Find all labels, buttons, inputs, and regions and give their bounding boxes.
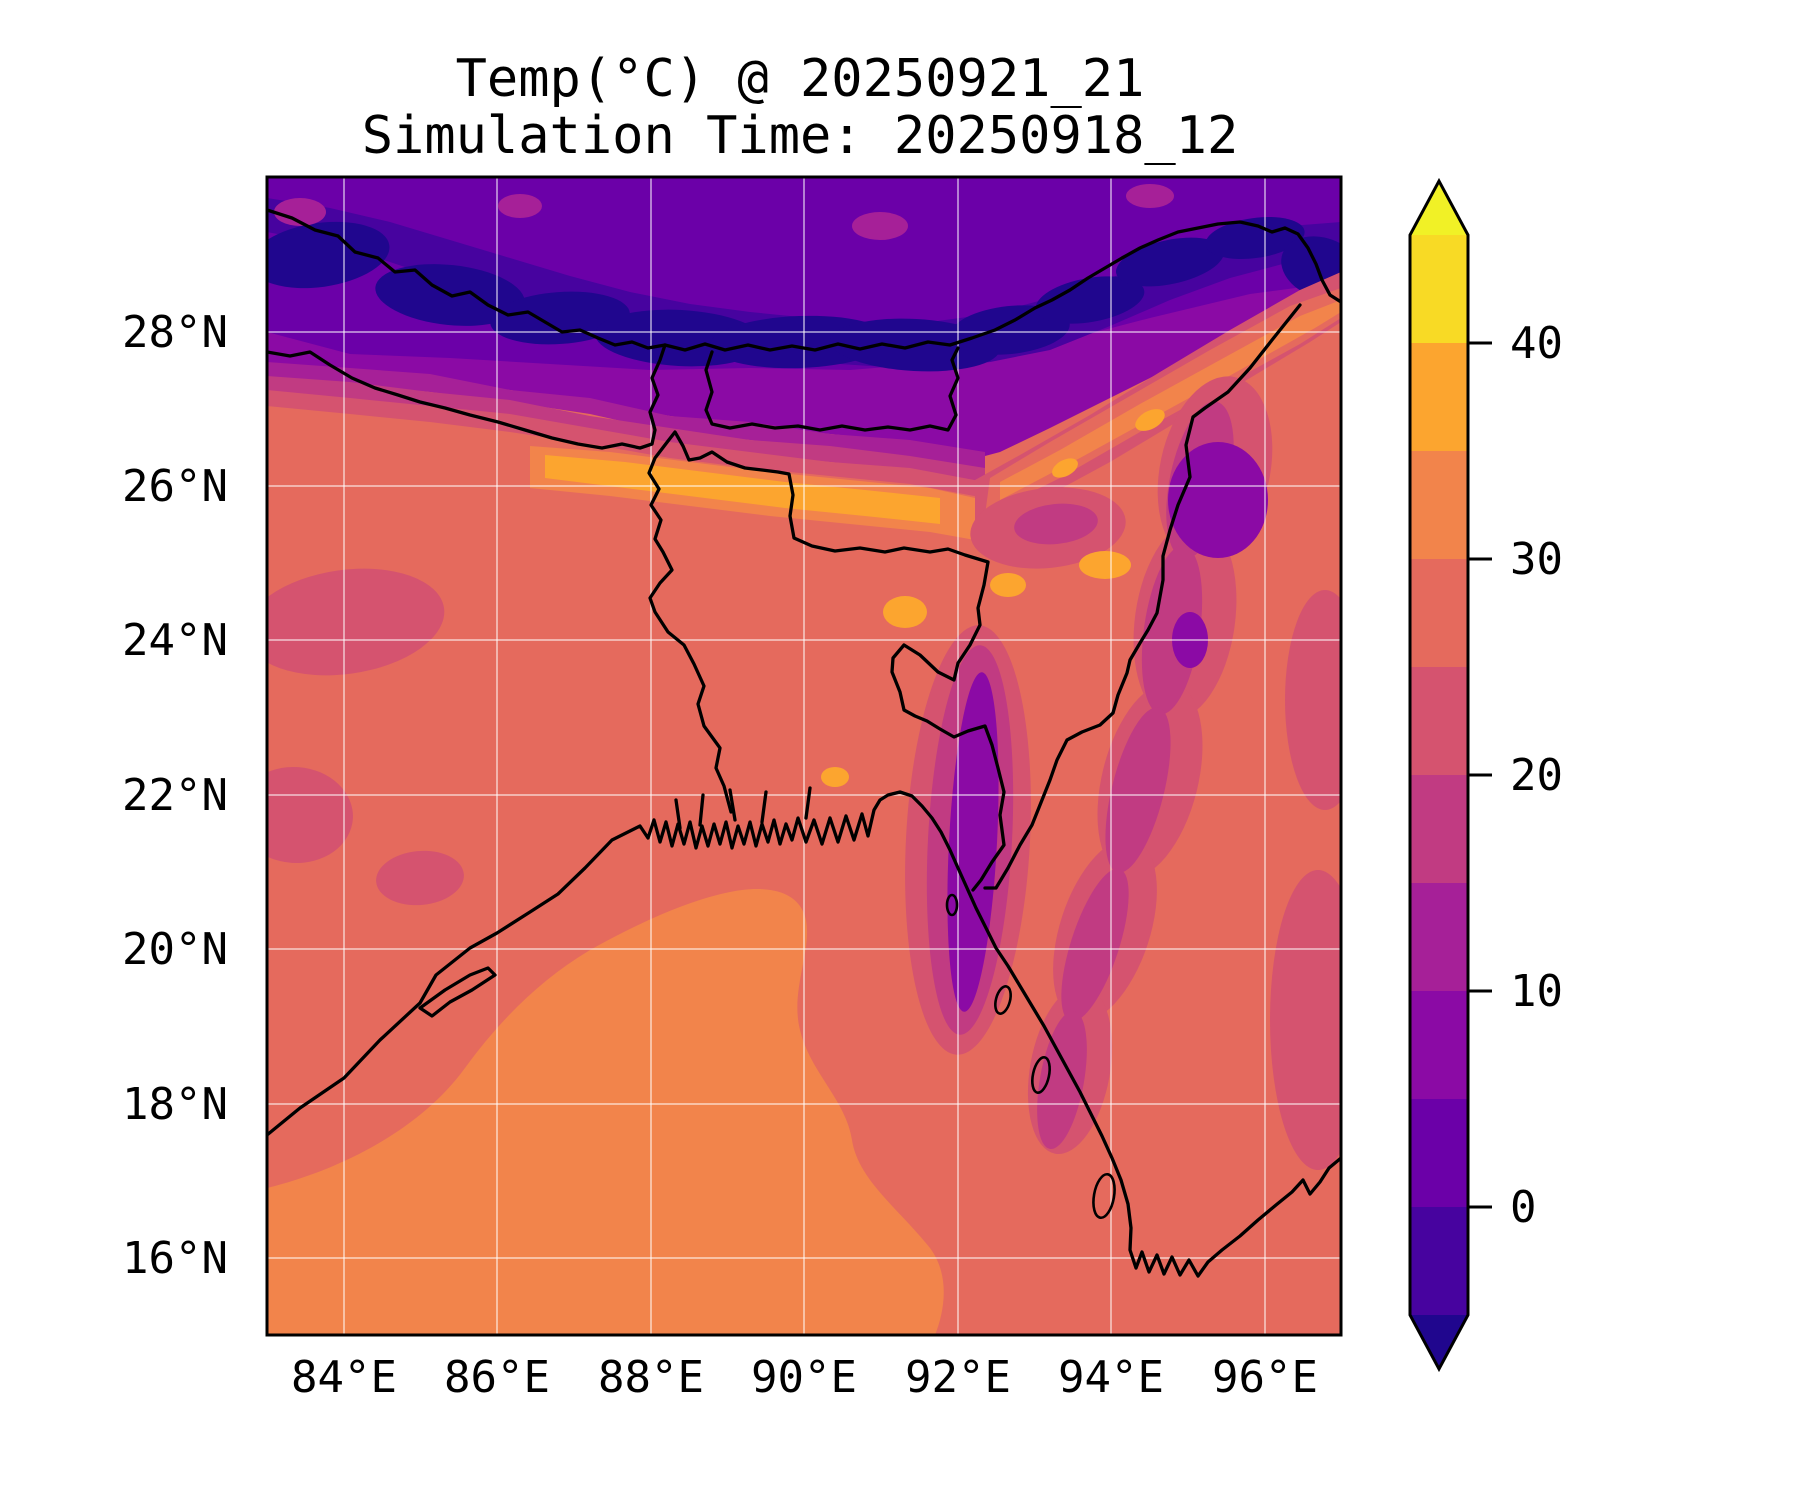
hot-spot-35-40 (821, 767, 849, 787)
bhutan-border-line (704, 346, 960, 432)
valley-hot-spot (1052, 458, 1078, 478)
y-tick-label: 24°N (122, 615, 228, 666)
island-outline (945, 893, 959, 917)
blob-below-m5 (1035, 276, 1145, 324)
delta-river-inlets (674, 786, 812, 830)
temperature-field (267, 177, 1341, 1335)
plateau-warm-spot (1126, 184, 1174, 208)
coastline (267, 790, 1341, 1278)
strip-15-20 (267, 376, 985, 484)
chart-title-line2: Simulation Time: 20250918_12 (362, 106, 1239, 166)
colorbar-segment-5-10 (1410, 991, 1468, 1099)
y-tick-label: 28°N (122, 307, 228, 358)
y-tick-label: 18°N (122, 1079, 228, 1130)
plateau-warm-spot (274, 198, 326, 226)
edge-20-25 (1285, 590, 1341, 810)
colorbar-tick-label: 10 (1510, 966, 1563, 1017)
hills-15-20 (1141, 545, 1203, 715)
colorbar-segment-15-20 (1410, 775, 1468, 883)
colorbar-tick-label: 30 (1510, 534, 1563, 585)
valley-30-35 (1000, 300, 1341, 500)
gridlines (267, 177, 1341, 1335)
colorbar-segment-25-30 (1410, 559, 1468, 667)
colorbar-segment-0-5 (1410, 1099, 1468, 1207)
plains-20-25 (376, 850, 464, 906)
band-m5-0-crest (267, 198, 1341, 368)
colorbar-segment-10-15 (1410, 883, 1468, 991)
sea-30-35 (267, 889, 944, 1335)
colorbar: 40 30 20 10 0 (1408, 177, 1563, 1373)
valley-hot-spot (1135, 409, 1165, 431)
x-tick-label: 86°E (444, 1352, 550, 1403)
plains-20-25 (267, 766, 353, 864)
himalaya-border-line (267, 208, 1341, 352)
y-axis-labels: 28°N 26°N 24°N 22°N 20°N 18°N 16°N (122, 307, 228, 1284)
colorbar-outline (1408, 177, 1470, 1373)
colorbar-segment-30-35 (1410, 451, 1468, 559)
y-tick-label: 20°N (122, 924, 228, 975)
chilika-lagoon-outline (418, 966, 497, 1018)
hills-15-20 (1105, 707, 1171, 873)
island-outline (1092, 1172, 1116, 1220)
country-borders (267, 208, 1341, 1278)
colorbar-under-arrow (1410, 1315, 1468, 1369)
x-tick-label: 90°E (751, 1352, 857, 1403)
y-tick-label: 16°N (122, 1233, 228, 1284)
nepal-border-line (267, 343, 667, 450)
blob-below-m5 (950, 305, 1070, 355)
edge-20-25 (1270, 870, 1341, 1170)
strip-10-15 (267, 362, 985, 470)
island-outline (994, 985, 1012, 1015)
x-tick-label: 92°E (905, 1352, 1011, 1403)
colorbar-segment-40-45 (1410, 235, 1468, 343)
blob-below-m5 (267, 221, 390, 289)
plot-border (265, 175, 1343, 1337)
plateau-15-20 (1014, 503, 1098, 545)
hot-spot-35-40 (1079, 551, 1131, 579)
y-tick-label: 22°N (122, 770, 228, 821)
x-tick-label: 94°E (1058, 1352, 1164, 1403)
island-outline (1031, 1056, 1051, 1094)
colorbar-tick-label: 20 (1510, 750, 1563, 801)
x-tick-label: 84°E (291, 1352, 397, 1403)
colorbar-segment-20-25 (1410, 667, 1468, 775)
blob-below-m5 (1281, 236, 1341, 300)
colorbar-tick-label: 0 (1510, 1182, 1537, 1233)
blob-below-m5 (1116, 237, 1224, 287)
x-tick-label: 96°E (1212, 1352, 1318, 1403)
hills-5-10-patch (1168, 442, 1268, 558)
y-tick-label: 26°N (122, 461, 228, 512)
blob-below-m5 (1205, 217, 1305, 259)
chart-title-line1: Temp(°C) @ 20250921_21 (456, 49, 1145, 109)
bangladesh-border-line (647, 430, 1006, 892)
colorbar-over-arrow (1410, 181, 1468, 235)
x-tick-label: 88°E (598, 1352, 704, 1403)
hot-spot-35-40 (990, 573, 1026, 597)
india-myanmar-border-line (983, 303, 1302, 890)
colorbar-segment-m5-0 (1410, 1207, 1468, 1315)
x-axis-labels: 84°E 86°E 88°E 90°E 92°E 94°E 96°E (291, 1352, 1318, 1403)
plateau-warm-spot (498, 194, 542, 218)
strip-35-40 (545, 455, 940, 524)
colorbar-segment-35-40 (1410, 343, 1468, 451)
colorbar-tick-label: 40 (1510, 318, 1563, 369)
plateau-warm-spot (852, 212, 908, 240)
hot-spot-35-40 (883, 596, 927, 628)
hills-15-20 (1037, 1010, 1087, 1150)
